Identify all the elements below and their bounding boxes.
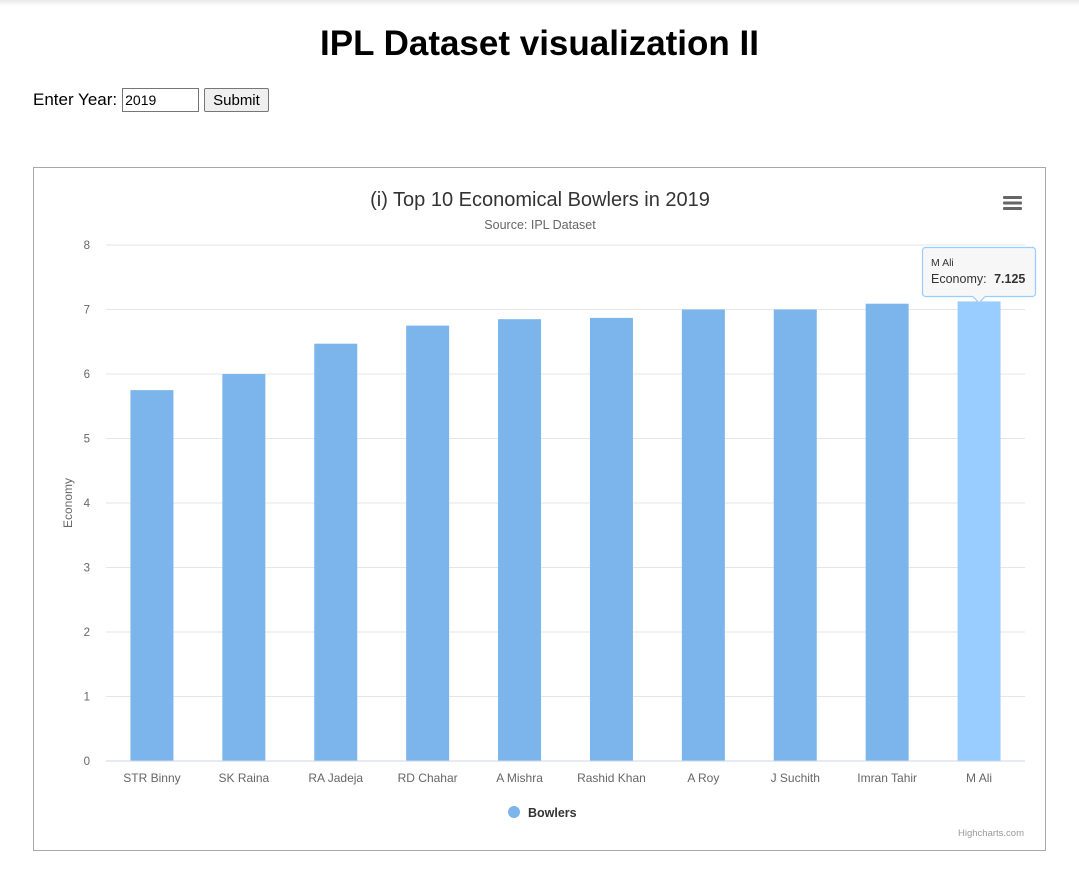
- bar[interactable]: [314, 343, 358, 761]
- x-tick-label: RA Jadeja: [308, 771, 363, 785]
- y-tick-label: 3: [84, 563, 90, 575]
- y-tick-label: 2: [84, 627, 90, 639]
- x-tick-label: RD Chahar: [398, 771, 458, 785]
- bars[interactable]: [130, 301, 1001, 762]
- bar[interactable]: [589, 317, 633, 761]
- x-tick-label: Imran Tahir: [857, 771, 917, 785]
- x-tick-label: A Roy: [687, 771, 719, 785]
- x-tick-label: M Ali: [966, 771, 992, 785]
- tooltip: M Ali Economy: 7.125: [921, 246, 1037, 304]
- bar[interactable]: [498, 319, 542, 761]
- chart-title: (i) Top 10 Economical Bowlers in 2019: [370, 189, 710, 211]
- chart-container: (i) Top 10 Economical Bowlers in 2019 So…: [33, 167, 1046, 851]
- x-tick-label: STR Binny: [123, 771, 180, 785]
- year-form: Enter Year: Submit: [33, 87, 269, 113]
- bar[interactable]: [130, 390, 174, 761]
- x-tick-label: Rashid Khan: [577, 771, 646, 785]
- bar[interactable]: [773, 309, 817, 762]
- legend[interactable]: Bowlers: [508, 806, 577, 820]
- y-axis-ticks: 0 1 2 3 4 5 6 7 8: [84, 240, 91, 768]
- hamburger-menu-icon[interactable]: [1000, 190, 1026, 214]
- x-tick-label: J Suchith: [771, 771, 820, 785]
- credits-link[interactable]: Highcharts.com: [958, 828, 1024, 839]
- y-tick-label: 0: [84, 756, 90, 768]
- tooltip-value: 7.125: [994, 272, 1025, 286]
- y-tick-label: 1: [84, 692, 90, 704]
- legend-label: Bowlers: [528, 806, 577, 820]
- bar[interactable]: [957, 301, 1001, 761]
- y-tick-label: 4: [84, 498, 91, 510]
- year-input[interactable]: [122, 88, 200, 112]
- x-tick-label: SK Raina: [218, 771, 269, 785]
- tooltip-label: Economy:: [931, 272, 987, 286]
- bar[interactable]: [681, 309, 725, 762]
- bar[interactable]: [865, 303, 909, 761]
- y-tick-label: 8: [84, 240, 90, 252]
- chart-subtitle: Source: IPL Dataset: [484, 218, 596, 232]
- page-title: IPL Dataset visualization II: [320, 24, 759, 63]
- x-tick-label: A Mishra: [496, 771, 543, 785]
- tooltip-category: M Ali: [931, 257, 954, 269]
- y-axis-label: Economy: [61, 478, 75, 528]
- year-label: Enter Year:: [33, 90, 118, 109]
- legend-swatch: [508, 806, 520, 818]
- svg-text:Economy: 7.125: Economy: 7.125: [931, 272, 1025, 286]
- top-shadow: [0, 0, 1079, 6]
- y-tick-label: 5: [84, 434, 90, 446]
- bar-chart: (i) Top 10 Economical Bowlers in 2019 So…: [61, 189, 1037, 839]
- submit-button[interactable]: Submit: [204, 88, 269, 112]
- x-axis-ticks: STR Binny SK Raina RA Jadeja RD Chahar A Mis…: [123, 771, 992, 785]
- bar[interactable]: [406, 325, 450, 761]
- y-tick-label: 7: [84, 305, 90, 317]
- y-tick-label: 6: [84, 369, 90, 381]
- bar[interactable]: [222, 374, 266, 761]
